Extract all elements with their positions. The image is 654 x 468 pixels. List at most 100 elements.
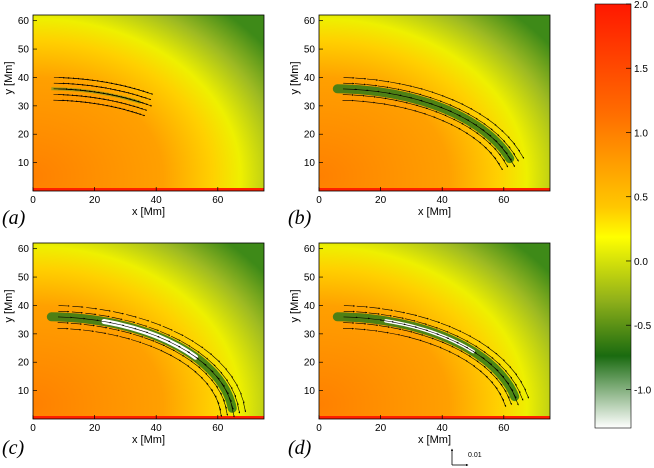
velocity-arrow: [355, 77, 367, 80]
velocity-arrow: [501, 130, 510, 139]
y-tick-label: 20: [304, 358, 316, 369]
velocity-arrow: [410, 91, 422, 96]
velocity-arrow: [174, 350, 185, 357]
velocity-arrow: [397, 100, 408, 104]
velocity-arrow: [108, 328, 120, 332]
velocity-arrow: [509, 386, 517, 399]
x-tick-label: 20: [89, 423, 101, 434]
velocity-arrow: [231, 387, 237, 398]
velocity-arrow: [377, 85, 389, 89]
colorbar-tick-label: 0.0: [634, 257, 648, 268]
velocity-arrow: [216, 376, 225, 387]
velocity-arrows: [53, 76, 154, 117]
velocity-arrow: [452, 346, 463, 352]
velocity-arrow: [141, 342, 153, 347]
velocity-arrow: [214, 365, 223, 374]
y-tick-label: 10: [18, 158, 30, 169]
velocity-arrow: [231, 377, 238, 387]
velocity-arrow: [411, 337, 422, 342]
x-axis-label: x [Mm]: [132, 206, 165, 218]
velocity-arrow: [401, 83, 413, 87]
velocity-arrow: [355, 317, 370, 320]
colorbar-tick-label: -0.5: [634, 321, 652, 332]
y-tick-label: 40: [18, 301, 30, 312]
velocity-arrow: [157, 336, 171, 343]
velocity-arrow: [240, 393, 245, 404]
velocity-arrow: [356, 305, 368, 308]
velocity-arrow: [395, 105, 407, 110]
x-tick-label: 60: [498, 423, 510, 434]
x-tick-label: 0: [30, 195, 36, 206]
velocity-arrow: [484, 352, 494, 359]
y-tick-label: 20: [18, 130, 30, 141]
velocity-arrow: [450, 105, 461, 110]
y-axis-label: y [Mm]: [3, 290, 15, 323]
y-tick-label: 30: [18, 329, 30, 340]
velocity-arrow: [364, 95, 376, 98]
x-tick-label: 0: [30, 423, 36, 434]
velocity-arrow: [198, 367, 208, 375]
velocity-arrow: [496, 161, 503, 171]
velocity-arrow: [379, 319, 394, 323]
velocity-arrow: [504, 389, 510, 399]
velocity-arrow: [524, 388, 529, 399]
velocity-arrow: [390, 327, 402, 331]
velocity-arrow: [138, 101, 153, 107]
colorbar-tick-label: 1.5: [634, 64, 648, 75]
velocity-arrow: [403, 323, 418, 328]
velocity-arrow: [225, 405, 229, 416]
bottom-boundary: [319, 188, 550, 191]
velocity-arrow: [467, 341, 478, 348]
velocity-arrow: [124, 319, 136, 324]
velocity-arrow: [366, 78, 378, 81]
velocity-arrow: [231, 404, 235, 418]
velocity-arrow: [486, 133, 498, 143]
velocity-arrow: [443, 96, 454, 101]
velocity-arrow: [152, 346, 163, 352]
velocity-arrow: [442, 120, 453, 126]
velocity-arrow: [236, 385, 242, 395]
velocity-arrow: [405, 108, 417, 112]
y-axis-label: y [Mm]: [289, 290, 301, 323]
velocity-arrow: [448, 332, 459, 337]
x-tick-label: 40: [437, 195, 449, 206]
velocity-arrow: [385, 104, 397, 107]
velocity-arrow: [416, 321, 428, 325]
velocity-arrow: [70, 323, 82, 325]
velocity-arrow: [95, 331, 107, 335]
velocity-arrow: [369, 306, 381, 310]
velocity-arrow: [130, 339, 142, 344]
velocity-arrow: [498, 391, 505, 402]
velocity-arrow: [471, 336, 481, 343]
velocity-arrow: [110, 322, 125, 327]
panel-field: [33, 15, 264, 191]
velocity-arrow: [436, 111, 447, 117]
velocity-arrow: [407, 102, 419, 107]
velocity-arrow: [429, 319, 441, 324]
velocity-arrow: [356, 311, 368, 314]
panel-frame: [318, 14, 551, 192]
velocity-arrow: [415, 110, 427, 115]
velocity-arrow: [219, 361, 227, 370]
velocity-arrow: [378, 325, 390, 328]
velocity-arrow: [364, 101, 376, 104]
panel-label: (d): [288, 437, 312, 459]
velocity-arrow: [107, 333, 119, 337]
velocity-arrow: [431, 97, 442, 102]
velocity-arrow: [85, 312, 97, 316]
velocity-arrow: [199, 352, 209, 360]
velocity-arrow: [165, 345, 175, 352]
velocity-arrow: [507, 395, 512, 405]
velocity-arrow: [433, 338, 444, 344]
velocity-arrow: [154, 341, 166, 347]
velocity-arrow: [162, 350, 173, 357]
velocity-arrow: [225, 389, 232, 403]
velocity-arrow: [487, 119, 497, 126]
velocity-arrow: [144, 337, 155, 342]
velocity-arrow: [98, 314, 110, 318]
panel-frame: [318, 242, 551, 420]
velocity-arrow: [142, 90, 154, 95]
velocity-arrow: [380, 314, 392, 317]
velocity-arrow: [181, 341, 191, 347]
y-axis-label: y [Mm]: [289, 62, 301, 95]
